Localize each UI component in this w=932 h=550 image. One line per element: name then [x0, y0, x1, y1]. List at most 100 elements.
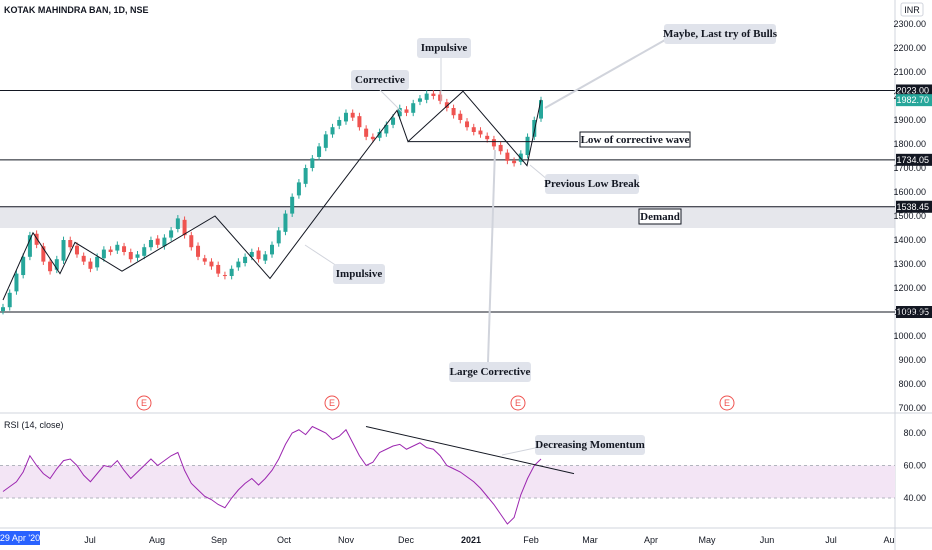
candle-body: [7, 292, 12, 308]
candle-body: [155, 238, 160, 245]
last-price-label: 1982.70: [896, 95, 929, 105]
candle-body: [101, 249, 106, 259]
x-tick-label: 29 Apr '20: [0, 533, 40, 543]
earnings-marker: [510, 395, 526, 411]
candle-body: [182, 219, 187, 236]
annotation-demand-box: [638, 208, 682, 225]
candle-body: [256, 250, 261, 260]
candle-body: [249, 252, 254, 257]
candle-body: [276, 230, 281, 244]
candle-body: [243, 256, 248, 264]
annotation-corrective: Corrective: [355, 74, 405, 86]
callout-line: [379, 89, 403, 113]
candle-body: [142, 247, 147, 256]
candle-body: [330, 127, 335, 135]
demand-zone: [0, 206, 895, 228]
annotation-impulsive-bottom-box: [333, 264, 385, 284]
candle-body: [21, 256, 26, 276]
earnings-marker-label: E: [329, 398, 335, 408]
candle-body: [296, 182, 301, 196]
candle-body: [491, 139, 496, 147]
x-tick-label: Aug: [149, 535, 165, 545]
candle-body: [384, 124, 389, 134]
y-tick-label: 1200.00: [893, 283, 926, 293]
candle-body: [169, 230, 174, 238]
y-tick-label: 2200.00: [893, 43, 926, 53]
level-tag: [896, 200, 932, 213]
y-tick-label: 800.00: [898, 379, 926, 389]
candle-body: [54, 259, 59, 270]
candle-body: [465, 121, 470, 128]
currency-badge[interactable]: [900, 2, 924, 17]
candle-body: [391, 117, 396, 125]
annotation-previous-low-break: Previous Low Break: [544, 178, 640, 190]
x-tick-label: Oct: [277, 535, 292, 545]
candle-body: [81, 255, 86, 262]
candle-body: [1, 307, 5, 312]
candle-body: [202, 258, 207, 262]
annotation-decreasing-momentum-box: [535, 435, 645, 455]
y-tick-label: 1600.00: [893, 187, 926, 197]
callout-line: [501, 447, 536, 456]
candle-body: [317, 146, 322, 157]
y-tick-label: 1800.00: [893, 139, 926, 149]
candle-body: [148, 240, 153, 248]
level-tag-label: 1099.95: [896, 307, 929, 317]
candle-body: [236, 261, 241, 268]
annotation-large-corrective-box: [449, 362, 531, 382]
x-tick-label: Apr: [644, 535, 658, 545]
last-price-tag: [896, 94, 932, 107]
callout-line: [487, 149, 496, 363]
level-tag: [896, 153, 932, 166]
y-tick-label: 900.00: [898, 355, 926, 365]
x-tick-label: Mar: [582, 535, 598, 545]
rsi-tick-label: 80.00: [903, 428, 926, 438]
rsi-tick-label: 60.00: [903, 461, 926, 471]
candle-body: [532, 120, 537, 137]
rsi-line: [2, 425, 542, 525]
candle-body: [357, 116, 362, 128]
candle-body: [498, 144, 503, 152]
level-tag: [896, 84, 932, 97]
candle-body: [41, 246, 46, 262]
candle-body: [417, 98, 422, 102]
y-tick-label: 1700.00: [893, 163, 926, 173]
candle-body: [14, 273, 19, 292]
y-tick-label: 1100.00: [894, 307, 926, 317]
y-tick-label: 2300.00: [893, 19, 926, 29]
annotation-low-of-corrective-wave: Low of corrective wave: [581, 134, 690, 146]
earnings-marker-label: E: [141, 398, 147, 408]
candle-body: [115, 244, 120, 251]
y-tick-label: 1300.00: [893, 259, 926, 269]
level-tag-label: 1734.05: [896, 155, 929, 165]
earnings-marker: [719, 395, 735, 411]
x-tick-label: Dec: [398, 535, 415, 545]
level-tag-label: 2023.00: [896, 85, 929, 95]
candle-body: [290, 196, 295, 214]
candle-body: [162, 237, 167, 247]
level-tag-label: 1538.45: [896, 202, 929, 212]
candle-body: [283, 213, 288, 232]
candle-body: [74, 245, 79, 255]
earnings-marker-label: E: [515, 398, 521, 408]
x-tick-label: Nov: [338, 535, 355, 545]
candle-body: [424, 93, 429, 100]
candle-body: [438, 94, 443, 101]
candle-body: [263, 254, 268, 261]
candle-body: [478, 130, 483, 135]
annotation-large-corrective: Large Corrective: [450, 366, 531, 378]
annotation-corrective-box: [351, 70, 409, 90]
x-tick-label: Sep: [211, 535, 227, 545]
candle-body: [27, 235, 32, 257]
candle-body: [128, 252, 133, 260]
x-tick-label: 2021: [461, 535, 481, 545]
candle-body: [323, 134, 328, 148]
currency-label: INR: [904, 5, 920, 15]
candle-body: [337, 120, 342, 126]
annotation-low-of-corrective-wave-box: [579, 131, 691, 148]
annotation-impulsive-bottom: Impulsive: [336, 268, 383, 280]
candle-body: [303, 168, 308, 184]
y-tick-label: 1500.00: [893, 211, 926, 221]
rsi-trendline: [365, 426, 575, 475]
y-tick-label: 1000.00: [893, 331, 926, 341]
